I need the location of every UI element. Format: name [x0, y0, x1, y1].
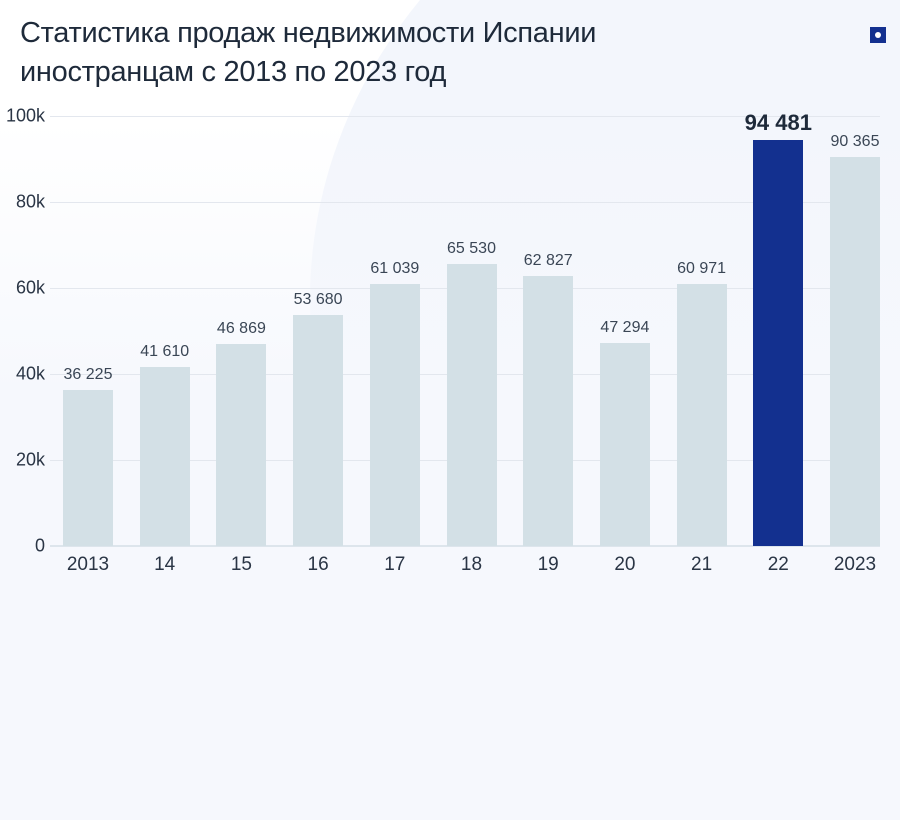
x-tick-label: 19 — [537, 554, 559, 575]
y-tick-label: 20k — [15, 449, 45, 470]
x-tick-label: 21 — [691, 554, 713, 575]
bar-value-label: 61 039 — [370, 259, 420, 277]
y-tick-label: 0 — [34, 535, 45, 556]
bar-highlight — [753, 139, 804, 546]
bar-chart: 0 20k 40k 60k 80k 100k 36 225 2013 41 610 14 46 86… — [5, 105, 880, 575]
bar — [216, 344, 267, 546]
bar-value-label: 41 610 — [140, 343, 190, 361]
x-tick-label: 15 — [230, 554, 252, 575]
x-tick-label: 2013 — [66, 554, 110, 575]
x-tick-label: 22 — [767, 554, 789, 575]
gridline — [50, 202, 880, 203]
x-tick-label: 14 — [154, 554, 176, 575]
bar — [293, 315, 344, 546]
bar — [369, 283, 420, 546]
bar — [446, 264, 497, 546]
bar-value-label: 90 365 — [830, 133, 880, 151]
bar — [139, 367, 190, 546]
bar-value-label: 62 827 — [523, 251, 573, 269]
y-tick-label: 60k — [15, 277, 45, 298]
bar-value-label: 60 971 — [677, 259, 727, 277]
x-axis-baseline — [50, 545, 880, 547]
bar — [523, 275, 574, 546]
bar-value-label: 65 530 — [447, 240, 496, 258]
bar — [63, 390, 113, 546]
x-tick-label: 2023 — [833, 554, 877, 575]
y-tick-label: 80k — [15, 191, 45, 212]
bar-value-label: 47 294 — [600, 318, 650, 336]
chart-title-line-2: иностранцам с 2013 по 2023 год — [20, 56, 447, 88]
bar-value-label: 46 869 — [216, 320, 266, 338]
bar — [599, 342, 650, 546]
bar-value-label: 94 481 — [744, 109, 812, 135]
x-tick-label: 18 — [460, 554, 483, 575]
bar — [676, 283, 727, 546]
x-tick-label: 16 — [307, 554, 329, 575]
bar-value-label: 53 680 — [293, 291, 343, 309]
x-tick-label: 20 — [614, 554, 636, 575]
brand-logo-icon — [870, 27, 886, 43]
bar — [830, 157, 880, 546]
chart-title-line-1: Статистика продаж недвижимости Испании — [20, 17, 597, 49]
y-tick-label: 40k — [15, 363, 45, 384]
gridline — [50, 116, 880, 117]
x-tick-label: 17 — [384, 554, 406, 575]
bar-value-label: 36 225 — [63, 366, 113, 384]
chart-title: Статистика продаж недвижимости Испании и… — [20, 14, 720, 92]
y-tick-label: 100k — [5, 105, 45, 126]
